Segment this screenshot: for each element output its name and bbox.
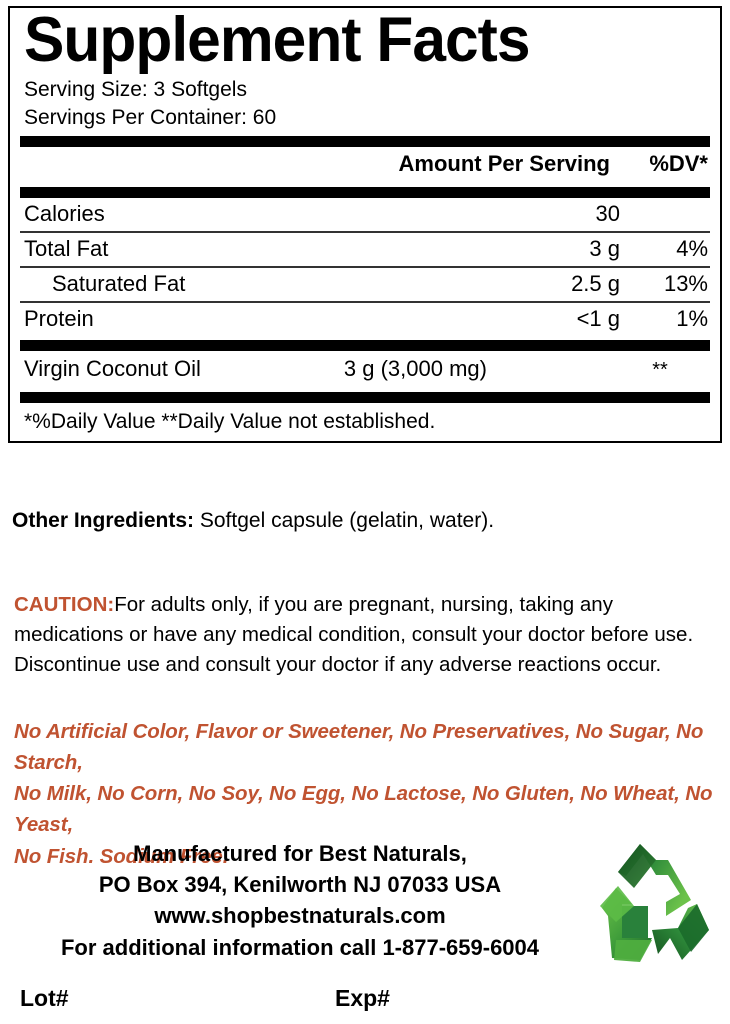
daily-value-header: %DV*	[649, 150, 708, 176]
divider-thin	[20, 300, 710, 303]
ingredient-name: Virgin Coconut Oil	[24, 355, 201, 381]
nutrient-name: Total Fat	[24, 235, 109, 261]
daily-value-footnote: *%Daily Value **Daily Value not establis…	[24, 409, 436, 433]
nutrient-name: Protein	[24, 305, 94, 331]
caution-paragraph: CAUTION:For adults only, if you are preg…	[14, 590, 720, 680]
ingredient-amount: 3 g (3,000 mg)	[343, 355, 487, 381]
manufacturer-name: Manufactured for Best Naturals,	[133, 841, 467, 866]
ingredient-dv: **	[652, 358, 668, 381]
serving-size: Serving Size: 3 Softgels	[24, 77, 247, 101]
other-ingredients-text: Softgel capsule (gelatin, water).	[199, 509, 495, 532]
nutrient-dv: 13%	[663, 270, 708, 296]
nutrient-amount: <1 g	[576, 305, 620, 331]
table-header-row: Amount Per Serving %DV*	[20, 147, 710, 182]
website-url[interactable]: www.shopbestnaturals.com	[154, 903, 446, 929]
table-row-total-fat: Total Fat 3 g 4%	[20, 233, 710, 266]
table-row-saturated-fat: Saturated Fat 2.5 g 13%	[20, 268, 710, 301]
exp-date-label: Exp#	[335, 985, 390, 1011]
manufacturer-block: Manufactured for Best Naturals, PO Box 3…	[0, 838, 600, 963]
table-row-calories: Calories 30	[20, 198, 710, 231]
divider-thick-footnote	[20, 391, 710, 403]
nutrient-amount: 3 g	[589, 235, 620, 261]
other-ingredients: Other Ingredients: Softgel capsule (gela…	[12, 508, 494, 533]
free-from-line-3: No Fish. Sodium Free.	[14, 844, 229, 868]
supplement-facts-panel: Supplement Facts Serving Size: 3 Softgel…	[8, 6, 722, 443]
free-from-line-1: No Artificial Color, Flavor or Sweetener…	[14, 720, 704, 775]
amount-per-serving-header: Amount Per Serving	[398, 150, 610, 176]
nutrient-amount: 30	[595, 200, 620, 226]
divider-thick-top	[20, 135, 710, 147]
manufacturer-address: PO Box 394, Kenilworth NJ 07033 USA	[98, 872, 502, 898]
divider-thick-blend-top	[20, 339, 710, 351]
nutrient-amount: 2.5 g	[571, 270, 620, 296]
servings-per-container: Servings Per Container: 60	[24, 105, 277, 129]
nutrient-dv: 4%	[676, 235, 708, 261]
nutrient-name: Saturated Fat	[52, 270, 186, 296]
divider-thin	[20, 265, 710, 268]
caution-keyword: CAUTION:	[14, 593, 115, 616]
free-from-claims: No Artificial Color, Flavor or Sweetener…	[14, 716, 724, 872]
free-from-line-2: No Milk, No Corn, No Soy, No Egg, No Lac…	[14, 782, 713, 837]
page-title: Supplement Facts	[24, 5, 531, 75]
divider-thick-header	[20, 186, 710, 198]
lot-number-label: Lot#	[20, 985, 69, 1011]
nutrient-name: Calories	[24, 200, 105, 226]
other-ingredients-label: Other Ingredients:	[12, 509, 195, 532]
divider-thin	[20, 230, 710, 233]
contact-phone: For additional information call 1-877-65…	[60, 934, 540, 960]
nutrient-dv: 1%	[676, 305, 708, 331]
caution-text: For adults only, if you are pregnant, nu…	[14, 593, 694, 677]
recycle-icon	[596, 842, 720, 966]
table-row-protein: Protein <1 g 1%	[20, 303, 710, 336]
table-row-virgin-coconut-oil: Virgin Coconut Oil 3 g (3,000 mg) **	[20, 351, 710, 388]
